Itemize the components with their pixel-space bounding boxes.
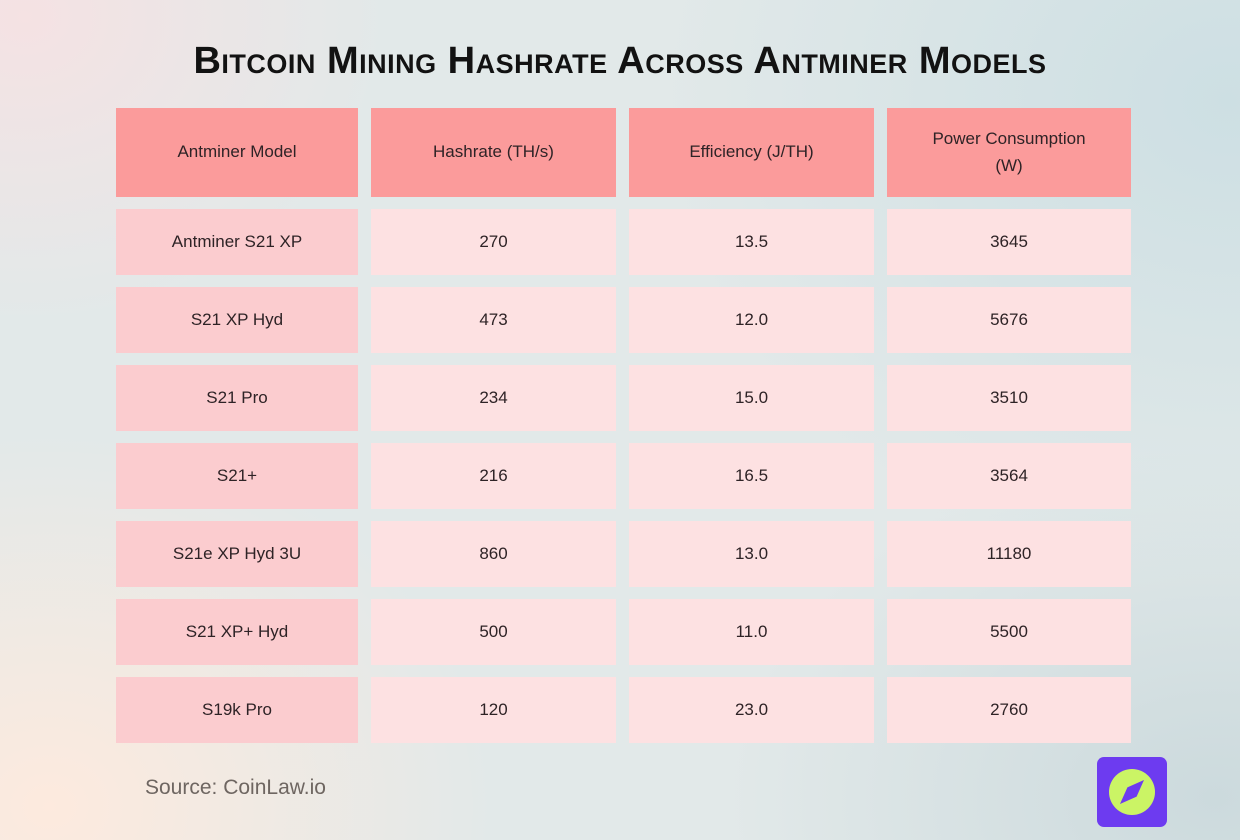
- compass-icon: [1109, 769, 1155, 815]
- hashrate-cell: 860: [371, 521, 616, 587]
- efficiency-cell: 12.0: [629, 287, 874, 353]
- efficiency-cell: 15.0: [629, 365, 874, 431]
- efficiency-cell: 23.0: [629, 677, 874, 743]
- model-cell: S21+: [116, 443, 358, 509]
- hashrate-cell: 234: [371, 365, 616, 431]
- hashrate-cell: 120: [371, 677, 616, 743]
- efficiency-cell: 11.0: [629, 599, 874, 665]
- power-cell: 3564: [887, 443, 1131, 509]
- hashrate-cell: 270: [371, 209, 616, 275]
- hashrate-cell: 216: [371, 443, 616, 509]
- header-cell-model: Antminer Model: [116, 108, 358, 197]
- model-cell: S21 XP+ Hyd: [116, 599, 358, 665]
- model-cell: S21 Pro: [116, 365, 358, 431]
- efficiency-cell: 16.5: [629, 443, 874, 509]
- page-title: Bitcoin Mining Hashrate Across Antminer …: [193, 40, 1047, 82]
- model-cell: Antminer S21 XP: [116, 209, 358, 275]
- model-cell: S21 XP Hyd: [116, 287, 358, 353]
- coinlaw-logo: [1097, 757, 1167, 827]
- header-cell-hashrate: Hashrate (TH/s): [371, 108, 616, 197]
- model-cell: S19k Pro: [116, 677, 358, 743]
- power-cell: 2760: [887, 677, 1131, 743]
- antminer-table: Antminer Model Hashrate (TH/s) Efficienc…: [116, 108, 1131, 743]
- efficiency-cell: 13.5: [629, 209, 874, 275]
- source-attribution: Source: CoinLaw.io: [145, 776, 326, 799]
- power-cell: 5500: [887, 599, 1131, 665]
- power-cell: 5676: [887, 287, 1131, 353]
- power-cell: 3645: [887, 209, 1131, 275]
- header-cell-power: Power Consumption (W): [887, 108, 1131, 197]
- hashrate-cell: 473: [371, 287, 616, 353]
- hashrate-cell: 500: [371, 599, 616, 665]
- model-cell: S21e XP Hyd 3U: [116, 521, 358, 587]
- power-cell: 11180: [887, 521, 1131, 587]
- efficiency-cell: 13.0: [629, 521, 874, 587]
- header-cell-efficiency: Efficiency (J/TH): [629, 108, 874, 197]
- power-cell: 3510: [887, 365, 1131, 431]
